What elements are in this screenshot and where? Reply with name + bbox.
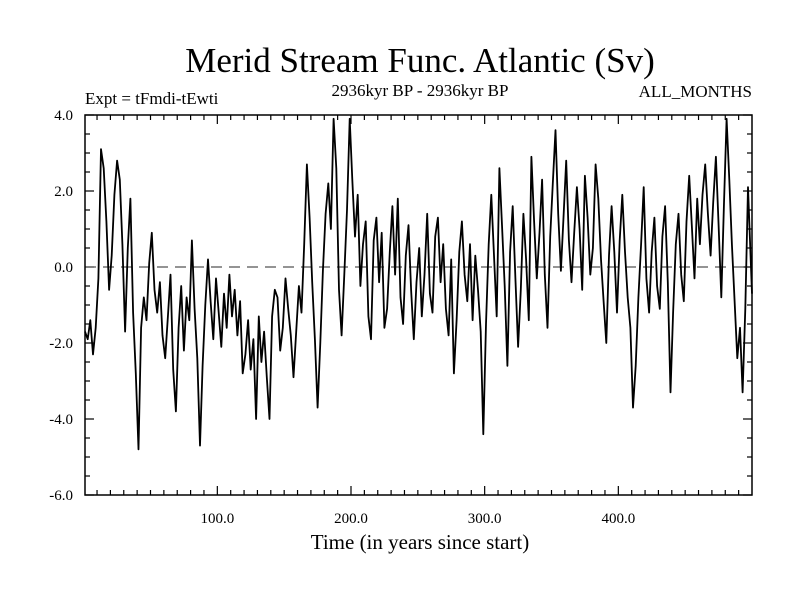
- y-tick-label: -6.0: [49, 488, 73, 504]
- y-tick-label: 4.0: [54, 108, 73, 124]
- months-label: ALL_MONTHS: [639, 82, 752, 101]
- y-tick-label: -2.0: [49, 336, 73, 352]
- y-tick-label: -4.0: [49, 412, 73, 428]
- x-tick-label: 300.0: [468, 511, 502, 527]
- plot-frame: [84, 114, 753, 496]
- x-axis-label: Time (in years since start): [311, 530, 530, 554]
- x-axis-ticks: 100.0 200.0 300.0 400.0: [96, 115, 740, 527]
- x-tick-label: 100.0: [200, 511, 234, 527]
- period-label: 2936kyr BP - 2936kyr BP: [332, 81, 509, 100]
- y-tick-label: 2.0: [54, 184, 73, 200]
- series-line: [84, 117, 753, 451]
- experiment-label: Expt = tFmdi-tEwti: [85, 89, 219, 108]
- y-tick-label: 0.0: [54, 260, 73, 276]
- x-tick-label: 400.0: [601, 511, 635, 527]
- chart-title: Merid Stream Func. Atlantic (Sv): [185, 41, 655, 80]
- x-tick-label: 200.0: [334, 511, 368, 527]
